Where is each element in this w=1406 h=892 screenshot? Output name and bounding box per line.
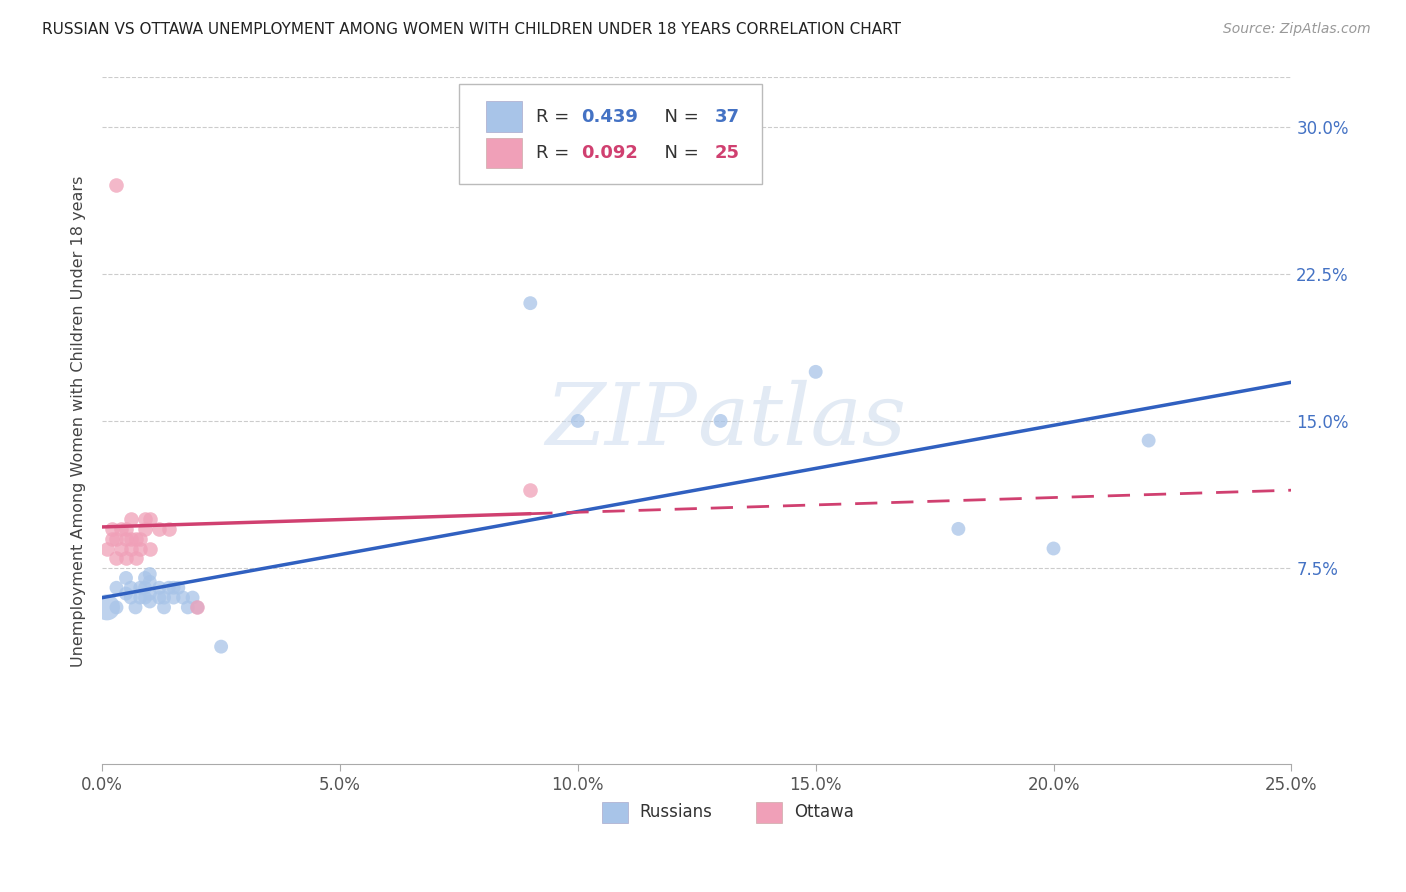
Point bbox=[115, 551, 138, 566]
Text: Russians: Russians bbox=[640, 804, 713, 822]
FancyBboxPatch shape bbox=[756, 802, 782, 823]
FancyBboxPatch shape bbox=[458, 85, 762, 184]
Point bbox=[115, 571, 138, 585]
Point bbox=[105, 178, 128, 193]
Point bbox=[96, 541, 118, 556]
Point bbox=[181, 591, 204, 605]
Point bbox=[129, 541, 152, 556]
Y-axis label: Unemployment Among Women with Children Under 18 years: Unemployment Among Women with Children U… bbox=[72, 175, 86, 666]
Point bbox=[1137, 434, 1160, 448]
Point bbox=[129, 532, 152, 546]
Point bbox=[519, 296, 541, 310]
Point bbox=[139, 574, 162, 589]
Point bbox=[186, 600, 208, 615]
Point bbox=[148, 522, 170, 536]
Point bbox=[120, 581, 142, 595]
Point bbox=[110, 541, 132, 556]
Text: Ottawa: Ottawa bbox=[794, 804, 855, 822]
Point bbox=[124, 532, 146, 546]
Point bbox=[115, 522, 138, 536]
Point bbox=[709, 414, 731, 428]
Text: R =: R = bbox=[536, 108, 575, 126]
Point bbox=[124, 551, 146, 566]
Text: 0.092: 0.092 bbox=[582, 144, 638, 162]
Point bbox=[120, 512, 142, 526]
Point bbox=[804, 365, 827, 379]
Point bbox=[157, 522, 180, 536]
FancyBboxPatch shape bbox=[602, 802, 628, 823]
Point bbox=[186, 600, 208, 615]
Point bbox=[139, 587, 162, 601]
Point bbox=[209, 640, 232, 654]
Point bbox=[153, 600, 176, 615]
Point bbox=[519, 483, 541, 497]
Point bbox=[172, 591, 194, 605]
Point bbox=[139, 541, 162, 556]
Point bbox=[100, 522, 122, 536]
Point bbox=[120, 591, 142, 605]
Text: atlas: atlas bbox=[697, 380, 905, 462]
Point bbox=[162, 591, 184, 605]
Point bbox=[139, 567, 162, 582]
Point bbox=[115, 587, 138, 601]
Point bbox=[134, 571, 156, 585]
Point bbox=[100, 532, 122, 546]
Text: N =: N = bbox=[652, 144, 704, 162]
Point bbox=[129, 591, 152, 605]
Point bbox=[177, 600, 200, 615]
Point bbox=[1042, 541, 1064, 556]
Point bbox=[120, 541, 142, 556]
Point bbox=[153, 591, 176, 605]
Point bbox=[120, 532, 142, 546]
Text: 25: 25 bbox=[714, 144, 740, 162]
Point bbox=[148, 581, 170, 595]
Point bbox=[96, 600, 118, 615]
Point bbox=[948, 522, 970, 536]
Point bbox=[134, 522, 156, 536]
Point bbox=[105, 600, 128, 615]
Point bbox=[567, 414, 589, 428]
Point bbox=[148, 591, 170, 605]
FancyBboxPatch shape bbox=[486, 101, 522, 132]
Point bbox=[110, 522, 132, 536]
Text: 0.439: 0.439 bbox=[582, 108, 638, 126]
Text: RUSSIAN VS OTTAWA UNEMPLOYMENT AMONG WOMEN WITH CHILDREN UNDER 18 YEARS CORRELAT: RUSSIAN VS OTTAWA UNEMPLOYMENT AMONG WOM… bbox=[42, 22, 901, 37]
Point bbox=[115, 532, 138, 546]
Point bbox=[139, 594, 162, 608]
Point bbox=[129, 581, 152, 595]
Text: 37: 37 bbox=[714, 108, 740, 126]
Text: ZIP: ZIP bbox=[546, 380, 697, 462]
Point bbox=[157, 581, 180, 595]
Point bbox=[167, 581, 190, 595]
Point bbox=[124, 600, 146, 615]
Text: N =: N = bbox=[652, 108, 704, 126]
Point bbox=[134, 581, 156, 595]
Point bbox=[162, 581, 184, 595]
Point bbox=[134, 591, 156, 605]
Point bbox=[105, 551, 128, 566]
FancyBboxPatch shape bbox=[486, 137, 522, 169]
Point bbox=[134, 512, 156, 526]
Text: Source: ZipAtlas.com: Source: ZipAtlas.com bbox=[1223, 22, 1371, 37]
Point bbox=[105, 532, 128, 546]
Point bbox=[139, 512, 162, 526]
Text: R =: R = bbox=[536, 144, 575, 162]
Point bbox=[105, 581, 128, 595]
